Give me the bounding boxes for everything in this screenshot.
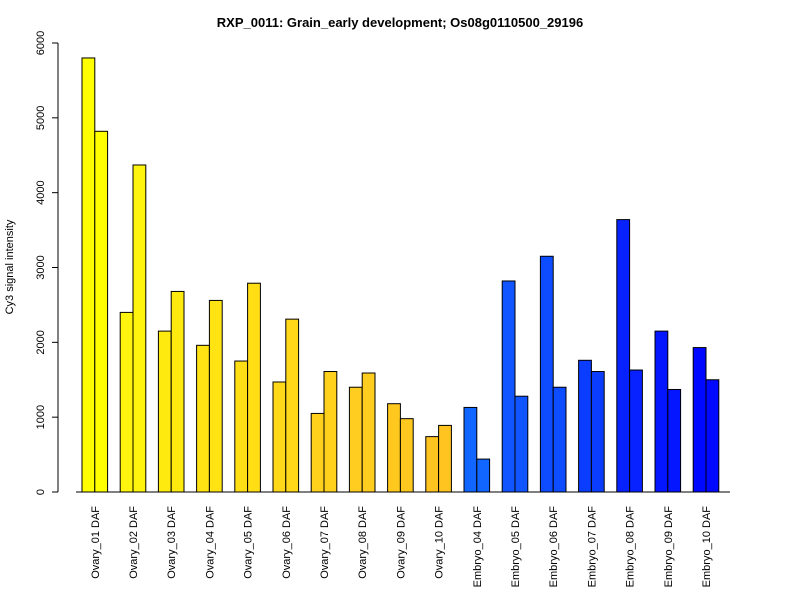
- x-tick-label: Ovary_06 DAF: [281, 506, 293, 579]
- x-tick-label: Ovary_10 DAF: [434, 506, 446, 579]
- x-tick-label: Embryo_10 DAF: [701, 506, 713, 588]
- bar: [119, 311, 134, 493]
- bar: [438, 424, 452, 493]
- y-tick-label: 6000: [35, 31, 47, 55]
- bar: [692, 347, 707, 493]
- bar: [208, 299, 223, 493]
- y-tick-label: 5000: [35, 106, 47, 130]
- bar: [196, 344, 210, 493]
- bar: [654, 330, 669, 493]
- bar: [361, 372, 376, 493]
- x-tick-label: Embryo_05 DAF: [510, 506, 522, 588]
- x-tick-label: Ovary_07 DAF: [319, 506, 331, 579]
- bar: [578, 359, 592, 493]
- x-tick-label: Embryo_04 DAF: [472, 506, 484, 588]
- bar: [94, 130, 109, 493]
- y-tick-label: 2000: [35, 330, 47, 354]
- x-tick-label: Ovary_05 DAF: [243, 506, 255, 579]
- bar: [132, 164, 147, 493]
- bar: [425, 436, 440, 493]
- bar: [539, 255, 554, 493]
- bar: [348, 386, 363, 493]
- x-axis: Ovary_01 DAF Ovary_02 DAF Ovary_03 DAF Ovar…: [76, 491, 730, 588]
- bar: [81, 57, 96, 493]
- bar: [323, 371, 338, 493]
- x-tick-label: Embryo_07 DAF: [586, 506, 598, 588]
- bar: [590, 371, 605, 493]
- y-axis-label: Cy3 signal intensity: [4, 219, 16, 314]
- bar: [552, 386, 567, 493]
- bar: [399, 418, 414, 493]
- x-tick-label: Ovary_02 DAF: [128, 506, 140, 579]
- bar: [157, 330, 172, 493]
- x-tick-label: Ovary_01 DAF: [90, 506, 102, 579]
- y-tick-label: 3000: [35, 255, 47, 279]
- y-tick-label: 0: [35, 489, 47, 495]
- bar: [463, 406, 478, 493]
- x-tick-label: Embryo_09 DAF: [663, 506, 675, 588]
- x-tick-label: Ovary_03 DAF: [166, 506, 178, 579]
- bar: [616, 219, 631, 493]
- y-tick-label: 4000: [35, 180, 47, 204]
- bar: [285, 318, 300, 493]
- bar: [272, 381, 287, 493]
- x-tick-label: Ovary_09 DAF: [395, 506, 407, 579]
- bar: [247, 282, 261, 493]
- bar: [170, 290, 185, 493]
- bar: [514, 395, 529, 493]
- x-tick-label: Ovary_04 DAF: [204, 506, 216, 579]
- bar: [387, 403, 401, 493]
- bar: [667, 388, 682, 493]
- x-tick-label: Embryo_08 DAF: [625, 506, 637, 588]
- x-tick-label: Embryo_06 DAF: [548, 506, 560, 588]
- y-axis: 0 1000 2000 3000 4000 5000 6000: [35, 31, 59, 495]
- bars: [81, 57, 720, 493]
- y-tick-label: 1000: [35, 405, 47, 429]
- bar: [705, 379, 720, 493]
- bar: [629, 369, 643, 493]
- x-tick-label: Ovary_08 DAF: [357, 506, 369, 579]
- chart-title: RXP_0011: Grain_early development; Os08g…: [217, 15, 583, 30]
- bar: [234, 360, 249, 493]
- bar: [310, 412, 325, 493]
- bar: [476, 458, 491, 493]
- bar: [501, 280, 516, 493]
